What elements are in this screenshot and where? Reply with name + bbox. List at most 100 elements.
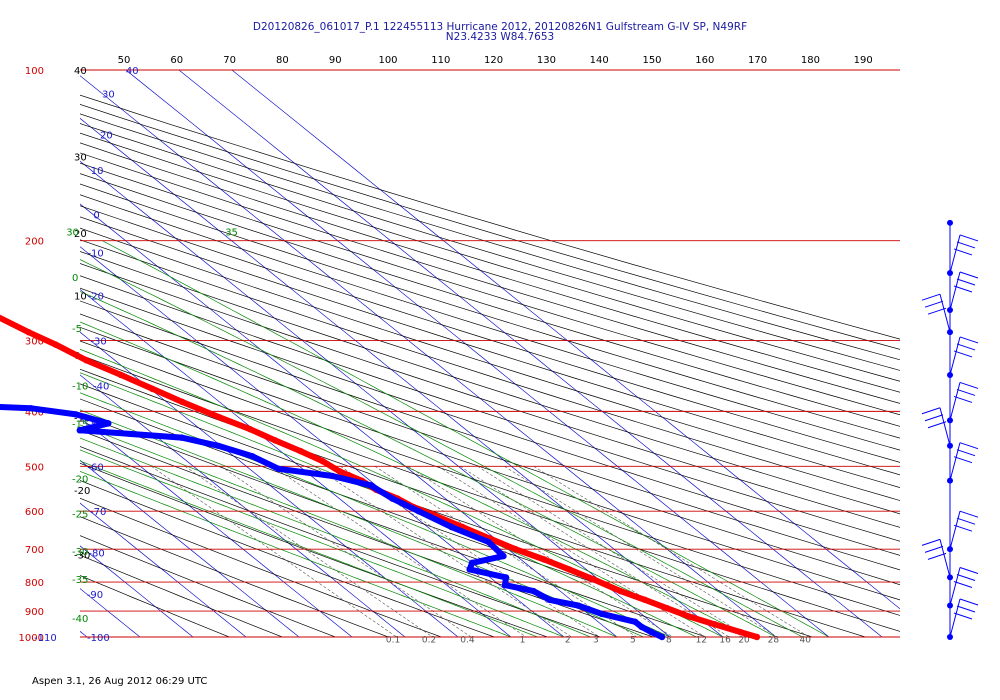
dry-adiabat-label: 30 <box>74 152 87 163</box>
wind-barb-feather <box>921 293 941 301</box>
isotherm-label: -90 <box>87 590 103 601</box>
dry-adiabat-line <box>80 132 900 382</box>
mixing-ratio-line <box>504 466 778 637</box>
dry-adiabat-label: 20 <box>74 229 87 240</box>
dewpoint-point <box>178 434 185 441</box>
dry-adiabat-line <box>80 205 900 463</box>
moist-adiabat-label: 30 <box>66 228 79 239</box>
dry-adiabat-line <box>80 227 900 488</box>
moist-adiabat-side-label: -40 <box>72 614 88 625</box>
wind-barb-feather <box>959 510 979 518</box>
mixing-ratio-label: 0.4 <box>460 636 475 646</box>
dewpoint-point <box>647 628 655 636</box>
wind-barb-feather <box>927 552 947 560</box>
top-axis-label: 100 <box>378 55 397 66</box>
isotherm-line <box>80 417 353 637</box>
mixing-ratio-line <box>533 466 810 637</box>
wind-barb-feather <box>959 336 979 344</box>
top-axis-label: 180 <box>801 55 820 66</box>
wind-barb-shaft <box>949 382 961 421</box>
temperature-trace <box>0 314 760 640</box>
mixing-ratio-label: 3 <box>593 636 599 646</box>
dewpoint-point <box>502 574 510 581</box>
wind-barb-feather <box>924 300 944 308</box>
dewpoint-point <box>215 442 222 449</box>
dewpoint-point <box>28 405 35 412</box>
wind-barb <box>949 510 979 550</box>
wind-barbs <box>921 219 979 640</box>
dry-adiabat-line <box>80 575 230 637</box>
dewpoint-point <box>105 420 112 427</box>
top-axis-label: 140 <box>590 55 609 66</box>
mixing-ratio-line <box>459 466 730 637</box>
temperature-point <box>52 341 59 348</box>
pressure-label: 300 <box>25 337 44 348</box>
top-axis-label: 150 <box>642 55 661 66</box>
wind-barb <box>921 407 951 446</box>
wind-barb-feather <box>959 271 979 279</box>
temperature-point <box>664 605 671 612</box>
wind-barb <box>949 598 979 638</box>
dry-adiabat-line <box>80 383 813 637</box>
pressure-label: 100 <box>25 66 44 77</box>
dry-adiabat-line <box>80 113 900 361</box>
isotherm-line <box>80 459 300 637</box>
temperature-point <box>25 328 32 336</box>
pressure-label: 900 <box>25 607 44 618</box>
isotherm-label: 0 <box>93 211 99 222</box>
isotherm-label: -40 <box>93 381 109 392</box>
top-axis-label: 90 <box>329 55 342 66</box>
dry-adiabat-line <box>80 326 900 601</box>
dry-adiabat-label: -30 <box>74 550 90 561</box>
wind-barb-feather <box>953 581 973 588</box>
mixing-ratio-label: 1 <box>520 636 526 646</box>
temperature-point <box>736 628 744 636</box>
wind-barb-feather <box>956 388 976 396</box>
dry-adiabat-line <box>80 413 707 637</box>
wind-barb-feather <box>959 598 979 606</box>
top-axis-label: 160 <box>695 55 714 66</box>
dry-adiabat-line <box>80 340 900 616</box>
wind-barb-feather <box>959 234 979 242</box>
mixing-ratio-label: 8 <box>666 636 672 646</box>
dewpoint-point <box>275 465 282 472</box>
mixing-ratio-line <box>314 466 572 637</box>
isotherm-label: -110 <box>34 633 57 644</box>
isotherm-line <box>178 70 883 637</box>
dewpoint-point <box>415 508 422 515</box>
isotherm-label: -80 <box>88 549 104 560</box>
dry-adiabat-line <box>80 554 283 637</box>
dry-adiabat-line <box>80 354 900 632</box>
isotherm-line <box>231 70 900 610</box>
pressure-label: 800 <box>25 578 44 589</box>
wind-barb <box>949 442 979 481</box>
moist-adiabat-line <box>80 321 750 637</box>
wind-barb-shaft <box>949 598 961 638</box>
isotherm-line <box>80 545 194 637</box>
moist-adiabat-side-label: -5 <box>72 324 82 335</box>
dry-adiabat-line <box>80 497 442 637</box>
wind-barb-feather <box>956 517 976 525</box>
dry-adiabat-line <box>80 287 900 556</box>
wind-barb-feather <box>956 241 976 249</box>
isotherm-label: -10 <box>87 249 103 260</box>
wind-barb-feather <box>924 545 944 553</box>
isotherm-label: -70 <box>90 507 106 518</box>
dewpoint-point <box>468 559 476 567</box>
dry-adiabat-label: 10 <box>74 292 87 303</box>
dewpoint-point <box>329 472 336 480</box>
isotherm-line <box>80 160 671 637</box>
wind-barb-shaft <box>949 442 961 481</box>
wind-barb-feather <box>953 612 973 620</box>
wind-barb-feather <box>956 449 976 457</box>
chart-title-line2: N23.4233 W84.7653 <box>445 31 555 43</box>
isotherm-label: -100 <box>87 633 110 644</box>
temperature-point <box>512 545 519 553</box>
dry-adiabat-line <box>80 429 654 637</box>
dry-adiabat-line <box>80 446 601 637</box>
isobar-lines <box>80 69 900 638</box>
isotherm-line <box>80 374 406 637</box>
mixing-ratio-line <box>407 466 673 637</box>
temperature-point <box>246 425 254 433</box>
